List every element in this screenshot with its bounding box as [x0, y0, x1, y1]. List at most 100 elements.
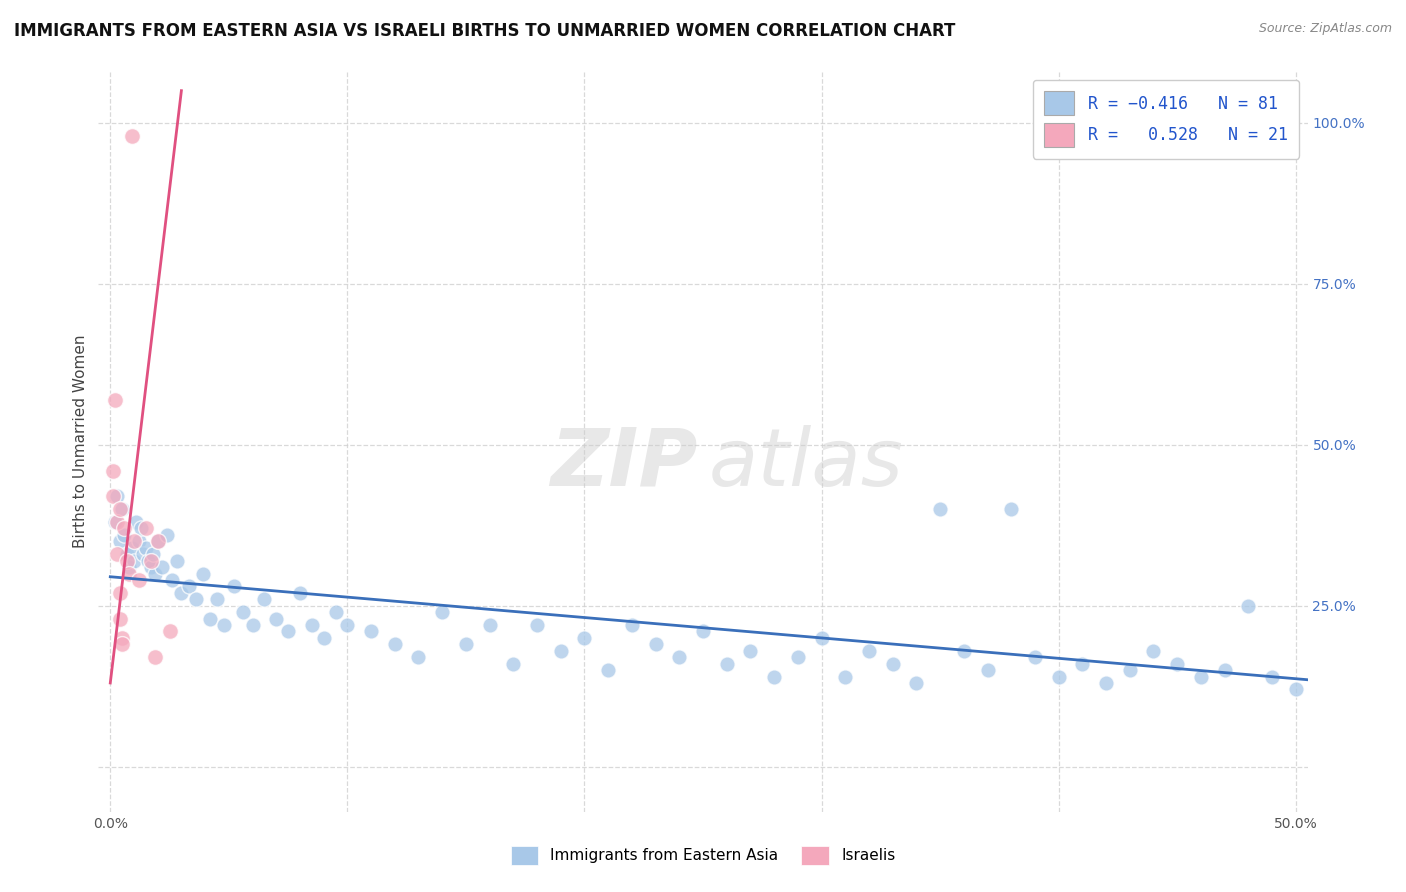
Point: [312, 631, 335, 645]
Point: [1166, 657, 1188, 671]
Point: [222, 579, 245, 593]
Point: [1071, 657, 1094, 671]
Point: [454, 637, 477, 651]
Point: [692, 624, 714, 639]
Point: [810, 631, 832, 645]
Point: [432, 605, 454, 619]
Point: [1213, 663, 1236, 677]
Text: Source: ZipAtlas.com: Source: ZipAtlas.com: [1258, 22, 1392, 36]
Point: [1189, 669, 1212, 683]
Point: [143, 650, 166, 665]
Point: [108, 502, 131, 516]
Point: [128, 573, 150, 587]
Point: [574, 631, 596, 645]
Point: [1237, 599, 1260, 613]
Point: [135, 521, 157, 535]
Point: [115, 554, 138, 568]
Point: [115, 547, 138, 561]
Point: [101, 463, 124, 477]
Point: [143, 566, 166, 581]
Text: IMMIGRANTS FROM EASTERN ASIA VS ISRAELI BIRTHS TO UNMARRIED WOMEN CORRELATION CH: IMMIGRANTS FROM EASTERN ASIA VS ISRAELI …: [14, 22, 956, 40]
Point: [763, 669, 786, 683]
Point: [620, 618, 643, 632]
Point: [232, 605, 254, 619]
Point: [139, 554, 162, 568]
Point: [121, 128, 143, 143]
Point: [212, 618, 235, 632]
Point: [882, 657, 904, 671]
Point: [929, 502, 952, 516]
Point: [858, 644, 880, 658]
Point: [952, 644, 974, 658]
Point: [1285, 682, 1308, 697]
Point: [1000, 502, 1022, 516]
Point: [191, 566, 214, 581]
Point: [111, 502, 134, 516]
Point: [408, 650, 430, 665]
Text: atlas: atlas: [709, 425, 904, 503]
Point: [132, 547, 155, 561]
Point: [264, 611, 287, 625]
Point: [253, 592, 276, 607]
Point: [550, 644, 572, 658]
Point: [976, 663, 998, 677]
Point: [288, 586, 311, 600]
Point: [277, 624, 299, 639]
Point: [104, 515, 127, 529]
Point: [478, 618, 501, 632]
Point: [105, 515, 128, 529]
Point: [146, 534, 169, 549]
Point: [142, 547, 165, 561]
Point: [118, 566, 141, 581]
Point: [129, 521, 152, 535]
Point: [118, 560, 141, 574]
Point: [526, 618, 548, 632]
Point: [834, 669, 856, 683]
Point: [104, 392, 127, 407]
Point: [128, 534, 150, 549]
Point: [108, 586, 131, 600]
Point: [242, 618, 264, 632]
Point: [1261, 669, 1284, 683]
Text: ZIP: ZIP: [550, 425, 697, 503]
Point: [122, 534, 145, 549]
Point: [384, 637, 406, 651]
Point: [184, 592, 207, 607]
Point: [108, 534, 131, 549]
Point: [786, 650, 808, 665]
Point: [502, 657, 524, 671]
Point: [146, 534, 169, 549]
Point: [205, 592, 228, 607]
Legend: Immigrants from Eastern Asia, Israelis: Immigrants from Eastern Asia, Israelis: [505, 840, 901, 871]
Point: [105, 547, 128, 561]
Point: [598, 663, 620, 677]
Point: [301, 618, 323, 632]
Point: [1119, 663, 1142, 677]
Point: [105, 489, 128, 503]
Point: [336, 618, 359, 632]
Point: [122, 554, 145, 568]
Point: [1047, 669, 1070, 683]
Point: [159, 624, 181, 639]
Point: [139, 560, 162, 574]
Point: [160, 573, 183, 587]
Point: [121, 541, 143, 555]
Point: [325, 605, 347, 619]
Point: [170, 586, 193, 600]
Point: [111, 631, 134, 645]
Point: [198, 611, 221, 625]
Point: [135, 541, 157, 555]
Point: [156, 528, 179, 542]
Point: [108, 611, 131, 625]
Point: [905, 676, 928, 690]
Point: [152, 560, 174, 574]
Point: [716, 657, 738, 671]
Point: [125, 515, 148, 529]
Point: [101, 489, 124, 503]
Point: [166, 554, 188, 568]
Point: [668, 650, 690, 665]
Point: [111, 637, 134, 651]
Point: [1095, 676, 1118, 690]
Point: [136, 554, 159, 568]
Point: [114, 521, 136, 535]
